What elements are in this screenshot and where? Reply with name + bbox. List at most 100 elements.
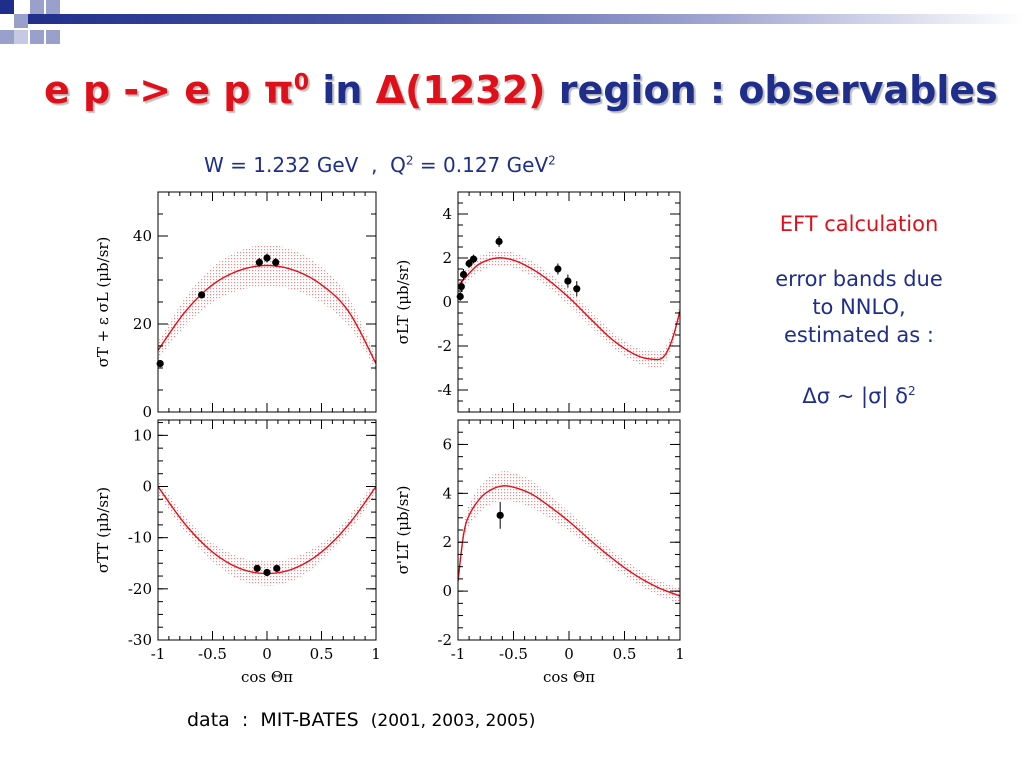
y-tick-label: 4 <box>442 484 452 502</box>
data-point <box>469 255 478 263</box>
logo-square <box>30 30 44 44</box>
y-tick-label: 0 <box>442 293 452 311</box>
error-note-line: error bands due <box>775 267 943 291</box>
y-axis-label: σ'LT (μb/sr) <box>394 486 412 575</box>
y-tick-label: -10 <box>128 529 152 547</box>
plot-panel-1: 0 20 40 σT + ε σL (μb/sr) <box>94 191 377 421</box>
logo-square <box>30 0 44 14</box>
error-note-line: to NNLO, <box>812 295 906 319</box>
header-gradient-bar <box>20 14 1024 24</box>
data-source-footer: data : MIT-BATES (2001, 2003, 2005) <box>187 709 535 731</box>
logo-square <box>0 0 14 14</box>
x-tick-label: 1 <box>371 645 381 663</box>
logo-square <box>46 30 60 44</box>
x-tick-label: 0 <box>262 645 272 663</box>
y-tick-label: 4 <box>442 205 452 223</box>
error-band <box>458 250 680 368</box>
footer-years: (2001, 2003, 2005) <box>370 711 536 731</box>
plot-frame <box>157 191 377 413</box>
y-tick-label: 10 <box>133 426 152 444</box>
eft-curve <box>158 264 376 364</box>
error-band <box>158 478 376 586</box>
footer-source: MIT-BATES <box>260 709 359 731</box>
footer-data-label: data <box>187 709 230 731</box>
data-point <box>198 291 206 299</box>
logo-square <box>14 30 28 44</box>
error-band <box>158 244 376 372</box>
x-axis-label: cos Θπ <box>241 668 293 686</box>
y-tick-label: -2 <box>437 631 452 649</box>
kinematics-separator: , <box>371 153 378 177</box>
eft-curve <box>158 486 376 575</box>
y-tick-label: 0 <box>142 478 152 496</box>
footer-colon: : <box>241 709 249 731</box>
title-reaction: e p -> e p π <box>44 68 294 112</box>
plot-frame <box>157 419 377 641</box>
plot-panel-4: -1 -0.5 0 0.5 1 -2 0 2 4 6 σ'LT (μb/sr) cos Θπ <box>394 419 685 686</box>
x-tick-label: -1 <box>451 645 466 663</box>
y-tick-label: 2 <box>442 533 452 551</box>
y-tick-label: 20 <box>133 315 152 333</box>
error-band-note: error bands due to NNLO, estimated as : <box>744 265 974 349</box>
x-tick-label: 0.5 <box>310 645 334 663</box>
q-superscript: 2 <box>405 153 414 168</box>
plot-frame <box>457 191 681 413</box>
x-tick-label: 0.5 <box>613 645 637 663</box>
logo-square <box>0 30 14 44</box>
kinematics-label: W = 1.232 GeV , Q2 = 0.127 GeV2 <box>204 153 556 177</box>
y-axis-label: σTT (μb/sr) <box>94 487 112 573</box>
x-tick-label: -0.5 <box>499 645 528 663</box>
logo-square <box>14 14 28 28</box>
title-in: in <box>322 68 363 112</box>
q-symbol: Q <box>390 153 406 177</box>
title-rest: region : observables <box>558 68 998 112</box>
error-formula: Δσ ~ |σ| δ2 <box>744 384 974 408</box>
y-tick-label: -2 <box>437 337 452 355</box>
data-point <box>456 292 464 301</box>
y-tick-label: 0 <box>142 403 152 421</box>
x-tick-label: 0 <box>564 645 574 663</box>
data-point <box>554 265 562 273</box>
data-point <box>573 285 581 293</box>
plot-frame <box>457 419 681 641</box>
eft-note: EFT calculation <box>779 212 939 236</box>
plot-panel-2: -4 -2 0 2 4 σLT (μb/sr) <box>394 191 681 413</box>
data-point <box>496 511 504 519</box>
x-tick-label: -0.5 <box>198 645 227 663</box>
data-point <box>263 254 271 262</box>
y-tick-label: -4 <box>437 381 452 399</box>
error-note-line: estimated as : <box>784 323 934 347</box>
data-point <box>263 568 271 577</box>
q-value: = 0.127 GeV <box>419 153 549 177</box>
x-axis-label: cos Θπ <box>543 668 595 686</box>
y-axis-label: σT + ε σL (μb/sr) <box>94 237 112 368</box>
eft-curve <box>458 485 680 597</box>
slide-title: e p -> e p π0 in Δ(1232) region : observ… <box>44 68 998 112</box>
y-tick-label: -30 <box>128 631 152 649</box>
data-point <box>564 277 572 285</box>
data-point <box>156 360 164 368</box>
error-band <box>458 471 680 604</box>
plot-panel-3: -1 -0.5 0 0.5 1 -30 -20 -10 0 10 σTT (μb/sr) cos Θπ <box>94 419 381 686</box>
data-point <box>465 259 473 268</box>
y-tick-label: 40 <box>133 227 152 245</box>
data-point <box>253 564 261 572</box>
data-point <box>495 237 503 246</box>
x-tick-label: 1 <box>675 645 685 663</box>
formula-superscript: 2 <box>907 384 916 398</box>
y-tick-label: -20 <box>128 580 152 598</box>
y-axis-label: σLT (μb/sr) <box>394 260 412 345</box>
data-point <box>457 283 465 291</box>
y-tick-label: 2 <box>442 249 452 267</box>
q-unit-superscript: 2 <box>548 153 556 168</box>
eft-curve <box>458 257 680 361</box>
title-resonance: Δ(1232) <box>375 68 546 112</box>
formula-text: Δσ ~ |σ| δ <box>802 384 908 408</box>
y-tick-label: 0 <box>442 582 452 600</box>
logo-square <box>46 0 60 14</box>
w-value: W = 1.232 GeV <box>204 153 359 177</box>
data-point <box>459 270 468 279</box>
y-tick-label: 6 <box>442 435 452 453</box>
data-point <box>273 564 281 572</box>
data-point <box>255 258 263 266</box>
